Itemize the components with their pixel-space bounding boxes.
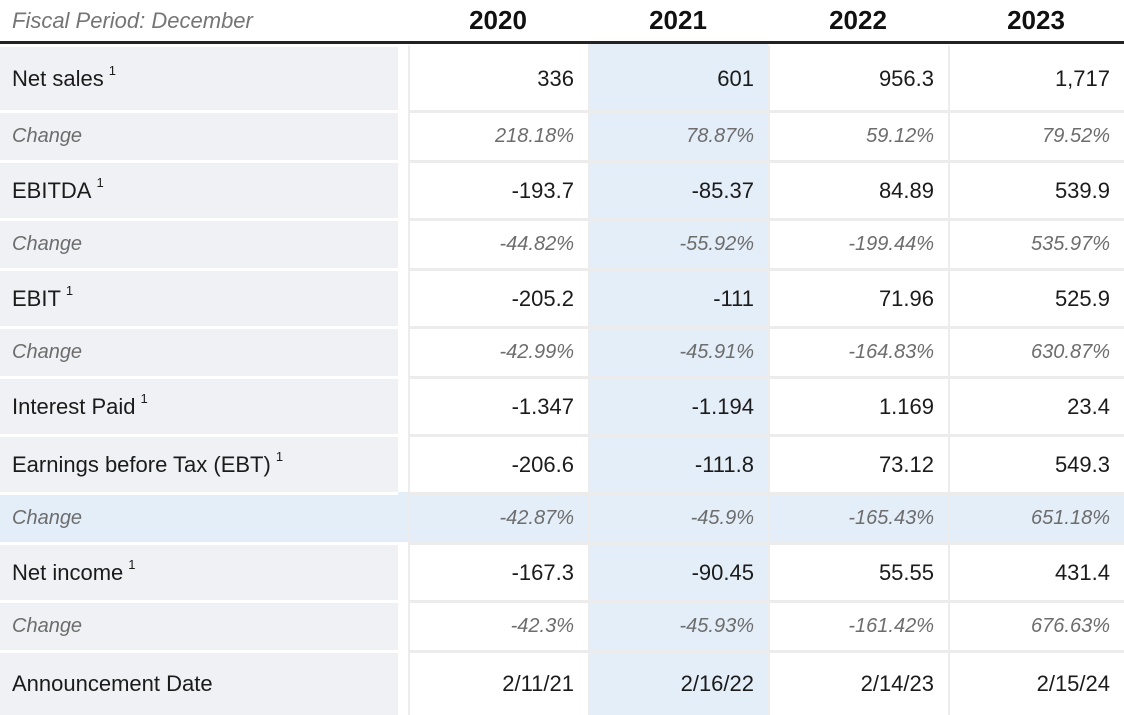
metric-name: Change <box>12 233 83 255</box>
value-cell-2021: -45.9% <box>588 492 768 542</box>
row-label: Change <box>0 110 398 160</box>
table-row-ebitda: EBITDA 1 -193.7 -85.37 84.89 539.9 <box>0 160 1124 218</box>
value-cell-2022: 73.12 <box>768 434 948 492</box>
value-cell-2020: -42.87% <box>408 492 588 542</box>
value-cell-2023: 2/15/24 <box>948 650 1124 715</box>
table-row-ebt: Earnings before Tax (EBT) 1 -206.6 -111.8… <box>0 434 1124 492</box>
column-header-2020[interactable]: 2020 <box>469 5 527 35</box>
row-label: EBITDA 1 <box>0 160 398 218</box>
value-cell-2022: -165.43% <box>768 492 948 542</box>
metric-name: Change <box>12 615 83 637</box>
value-cell-2021: -90.45 <box>588 542 768 600</box>
value-cell-2021: 601 <box>588 44 768 110</box>
value-cell-2022: 84.89 <box>768 160 948 218</box>
column-header-2023[interactable]: 2023 <box>1007 5 1065 35</box>
value-cell-2022: 71.96 <box>768 268 948 326</box>
value-cell-2022: -164.83% <box>768 326 948 376</box>
row-label: EBIT 1 <box>0 268 398 326</box>
value-cell-2021: -1.194 <box>588 376 768 434</box>
value-cell-2021: 78.87% <box>588 110 768 160</box>
value-cell-2021: -111.8 <box>588 434 768 492</box>
value-cell-2020: 218.18% <box>408 110 588 160</box>
metric-name: Net sales <box>12 65 104 91</box>
metric-name: EBITDA <box>12 177 92 203</box>
value-cell-2021: -45.93% <box>588 600 768 650</box>
value-cell-2020: -193.7 <box>408 160 588 218</box>
value-cell-2021: -111 <box>588 268 768 326</box>
value-cell-2023: 651.18% <box>948 492 1124 542</box>
value-cell-2020: -42.3% <box>408 600 588 650</box>
table-row-net-income: Net income 1 -167.3 -90.45 55.55 431.4 <box>0 542 1124 600</box>
row-label: Earnings before Tax (EBT) 1 <box>0 434 398 492</box>
value-cell-2023: 676.63% <box>948 600 1124 650</box>
row-label: Net income 1 <box>0 542 398 600</box>
table-row-ebit: EBIT 1 -205.2 -111 71.96 525.9 <box>0 268 1124 326</box>
value-cell-2022: -161.42% <box>768 600 948 650</box>
column-header-2022[interactable]: 2022 <box>829 5 887 35</box>
row-label: Change <box>0 492 398 542</box>
metric-name: Announcement Date <box>12 671 213 696</box>
column-header-2021[interactable]: 2021 <box>649 5 707 35</box>
value-cell-2020: -205.2 <box>408 268 588 326</box>
row-label: Announcement Date <box>0 650 398 715</box>
table-row-change: Change -44.82% -55.92% -199.44% 535.97% <box>0 218 1124 268</box>
value-cell-2022: 1.169 <box>768 376 948 434</box>
row-label: Change <box>0 326 398 376</box>
value-cell-2020: -42.99% <box>408 326 588 376</box>
row-label: Change <box>0 218 398 268</box>
value-cell-2022: -199.44% <box>768 218 948 268</box>
value-cell-2020: -44.82% <box>408 218 588 268</box>
metric-name: Change <box>12 125 83 147</box>
value-cell-2023: 79.52% <box>948 110 1124 160</box>
value-cell-2022: 59.12% <box>768 110 948 160</box>
value-cell-2021: -55.92% <box>588 218 768 268</box>
row-label: Change <box>0 600 398 650</box>
table-row-change: Change 218.18% 78.87% 59.12% 79.52% <box>0 110 1124 160</box>
fiscal-period-label: Fiscal Period: December <box>12 7 253 33</box>
value-cell-2023: 535.97% <box>948 218 1124 268</box>
table-header-row: Fiscal Period: December 2020 2021 2022 2… <box>0 0 1124 44</box>
table-row-change: Change -42.99% -45.91% -164.83% 630.87% <box>0 326 1124 376</box>
metric-name: Change <box>12 507 83 529</box>
table-row-net-sales: Net sales 1 336 601 956.3 1,717 <box>0 44 1124 110</box>
value-cell-2023: 431.4 <box>948 542 1124 600</box>
value-cell-2023: 549.3 <box>948 434 1124 492</box>
metric-name: Change <box>12 341 83 363</box>
value-cell-2020: -1.347 <box>408 376 588 434</box>
value-cell-2020: -206.6 <box>408 434 588 492</box>
value-cell-2021: -45.91% <box>588 326 768 376</box>
row-label: Net sales 1 <box>0 44 398 110</box>
value-cell-2020: 336 <box>408 44 588 110</box>
table-row-change-highlighted: Change -42.87% -45.9% -165.43% 651.18% <box>0 492 1124 542</box>
value-cell-2023: 23.4 <box>948 376 1124 434</box>
metric-name: Net income <box>12 559 124 585</box>
value-cell-2023: 539.9 <box>948 160 1124 218</box>
value-cell-2022: 55.55 <box>768 542 948 600</box>
value-cell-2022: 2/14/23 <box>768 650 948 715</box>
value-cell-2023: 1,717 <box>948 44 1124 110</box>
metric-name: EBIT <box>12 285 61 311</box>
table-row-interest-paid: Interest Paid 1 -1.347 -1.194 1.169 23.4 <box>0 376 1124 434</box>
value-cell-2023: 630.87% <box>948 326 1124 376</box>
value-cell-2021: -85.37 <box>588 160 768 218</box>
value-cell-2020: -167.3 <box>408 542 588 600</box>
metric-name: Earnings before Tax (EBT) <box>12 451 271 477</box>
value-cell-2020: 2/11/21 <box>408 650 588 715</box>
value-cell-2023: 525.9 <box>948 268 1124 326</box>
value-cell-2021: 2/16/22 <box>588 650 768 715</box>
row-label: Interest Paid 1 <box>0 376 398 434</box>
table-row-change: Change -42.3% -45.93% -161.42% 676.63% <box>0 600 1124 650</box>
table-row-announcement-date: Announcement Date 2/11/21 2/16/22 2/14/2… <box>0 650 1124 715</box>
value-cell-2022: 956.3 <box>768 44 948 110</box>
metric-name: Interest Paid <box>12 393 136 419</box>
